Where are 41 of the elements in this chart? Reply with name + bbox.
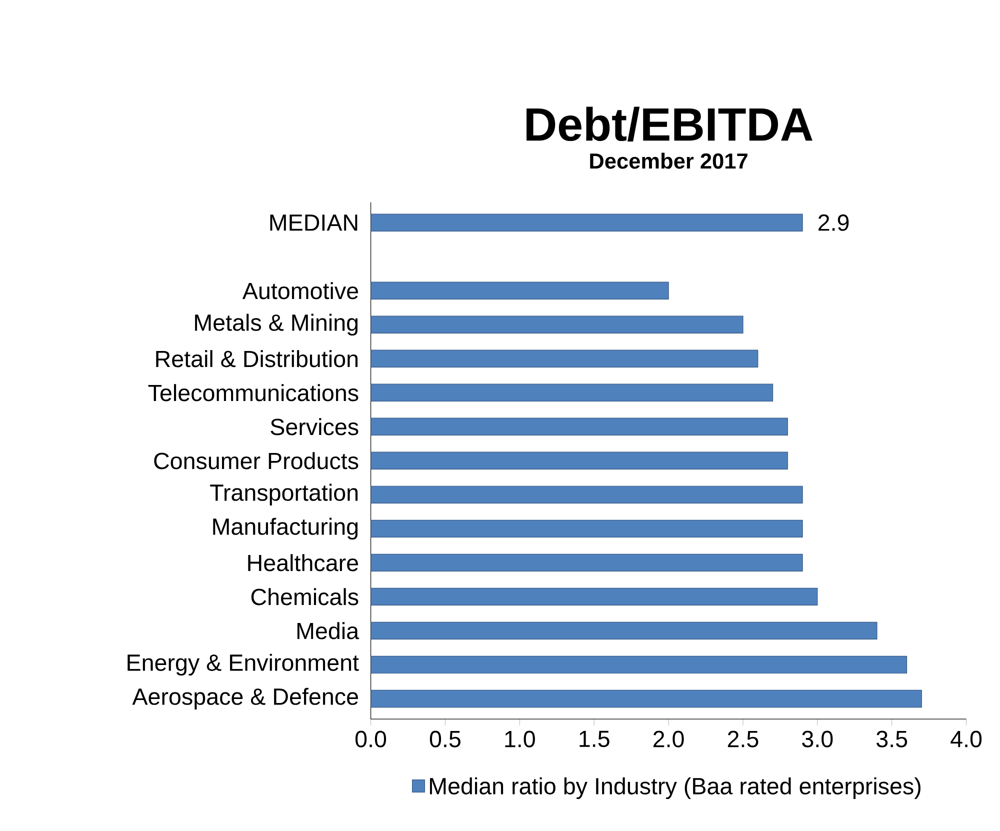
- x-tick-label: 1.5: [580, 730, 610, 747]
- bar: [370, 452, 788, 470]
- x-tick-label: 0.0: [355, 730, 386, 748]
- y-tick-label: Retail & Distribution: [156, 350, 358, 367]
- y-tick-label: Chemicals: [251, 588, 358, 606]
- bar: [370, 588, 818, 606]
- x-tick-label: 4.0: [950, 730, 982, 748]
- bar: [370, 554, 803, 572]
- bar: [370, 656, 908, 674]
- x-tick-label: 0.5: [430, 730, 460, 748]
- x-tick-label: 1.0: [505, 730, 535, 748]
- chart-title: Debt/EBITDA: [526, 106, 812, 142]
- y-tick-label: Transportation: [210, 484, 358, 506]
- chart-subtitle: December 2017: [590, 152, 748, 169]
- bar: [370, 214, 803, 232]
- bar: [370, 316, 744, 334]
- y-tick-label: Energy & Environment: [128, 654, 359, 676]
- y-tick-label: Telecommunications: [148, 384, 358, 401]
- y-tick-label: Media: [297, 622, 360, 640]
- x-tick-label: 3.0: [802, 730, 833, 748]
- bar: [370, 520, 803, 538]
- y-tick-label: Services: [270, 418, 358, 436]
- bar: [370, 384, 774, 402]
- x-tick-label: 2.5: [728, 730, 758, 748]
- y-tick-label: Healthcare: [248, 554, 358, 572]
- y-tick-label: Aerospace & Defence: [132, 688, 358, 710]
- x-tick-label: 3.5: [876, 730, 908, 748]
- y-tick-label: MEDIAN: [270, 214, 358, 230]
- bar: [370, 690, 922, 708]
- bar: [370, 282, 669, 300]
- bar: [370, 418, 788, 436]
- bar: [370, 622, 878, 640]
- data-label: 2.9: [818, 214, 849, 231]
- bar: [370, 486, 803, 504]
- y-tick-label: Automotive: [242, 282, 358, 299]
- y-tick-label: Manufacturing: [213, 518, 358, 540]
- y-tick-label: Metals & Mining: [195, 314, 358, 336]
- legend-label: Median ratio by Industry (Baa rated enterprises): [430, 777, 920, 799]
- y-tick-label: Consumer Products: [154, 452, 358, 470]
- x-tick-label: 2.0: [653, 730, 684, 748]
- bar: [370, 350, 758, 368]
